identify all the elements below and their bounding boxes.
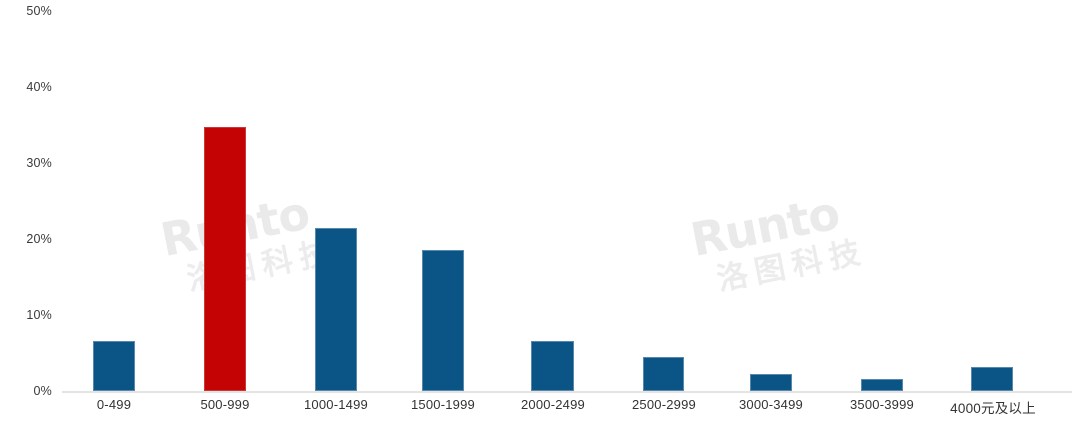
watermark-cn: 洛图科技 (714, 233, 870, 298)
x-axis-label-0: 0-499 (96, 397, 132, 412)
x-axis-label-8: 4000元及以上 (950, 401, 1036, 416)
y-axis-tick-40: 40% (26, 80, 52, 94)
bar-6[interactable] (750, 373, 792, 391)
bar-7[interactable] (861, 378, 903, 391)
x-axis-label-4: 2000-2499 (521, 397, 585, 412)
y-axis-tick-10: 10% (26, 308, 52, 322)
watermark-left: Runto 洛图科技 (156, 186, 340, 299)
watermark-brand: Runto (686, 185, 844, 268)
x-axis-line (62, 391, 1072, 393)
x-axis-label-7: 3500-3999 (850, 397, 914, 412)
plot-area: Runto 洛图科技 Runto 洛图科技 0-499 500-999 1000… (62, 0, 1080, 435)
bar-0[interactable] (93, 340, 135, 391)
x-axis-label-6: 3000-3499 (739, 397, 803, 412)
x-axis-label-2: 1000-1499 (304, 397, 368, 412)
x-axis-label-1: 500-999 (200, 397, 250, 412)
bar-8[interactable] (971, 366, 1013, 391)
x-axis-label-3: 1500-1999 (411, 397, 475, 412)
bar-4[interactable] (531, 340, 574, 391)
bar-2[interactable] (315, 227, 357, 391)
bar-3[interactable] (422, 249, 464, 391)
watermark-right: Runto 洛图科技 (686, 185, 870, 299)
bar-5[interactable] (643, 356, 684, 391)
y-axis-tick-0: 0% (33, 384, 52, 398)
y-axis: 50% 40% 30% 20% 10% 0% (0, 0, 62, 435)
y-axis-tick-50: 50% (26, 4, 52, 18)
y-axis-tick-30: 30% (26, 156, 52, 170)
y-axis-tick-20: 20% (26, 232, 52, 246)
x-axis-label-5: 2500-2999 (632, 397, 696, 412)
bar-1[interactable] (204, 127, 246, 391)
